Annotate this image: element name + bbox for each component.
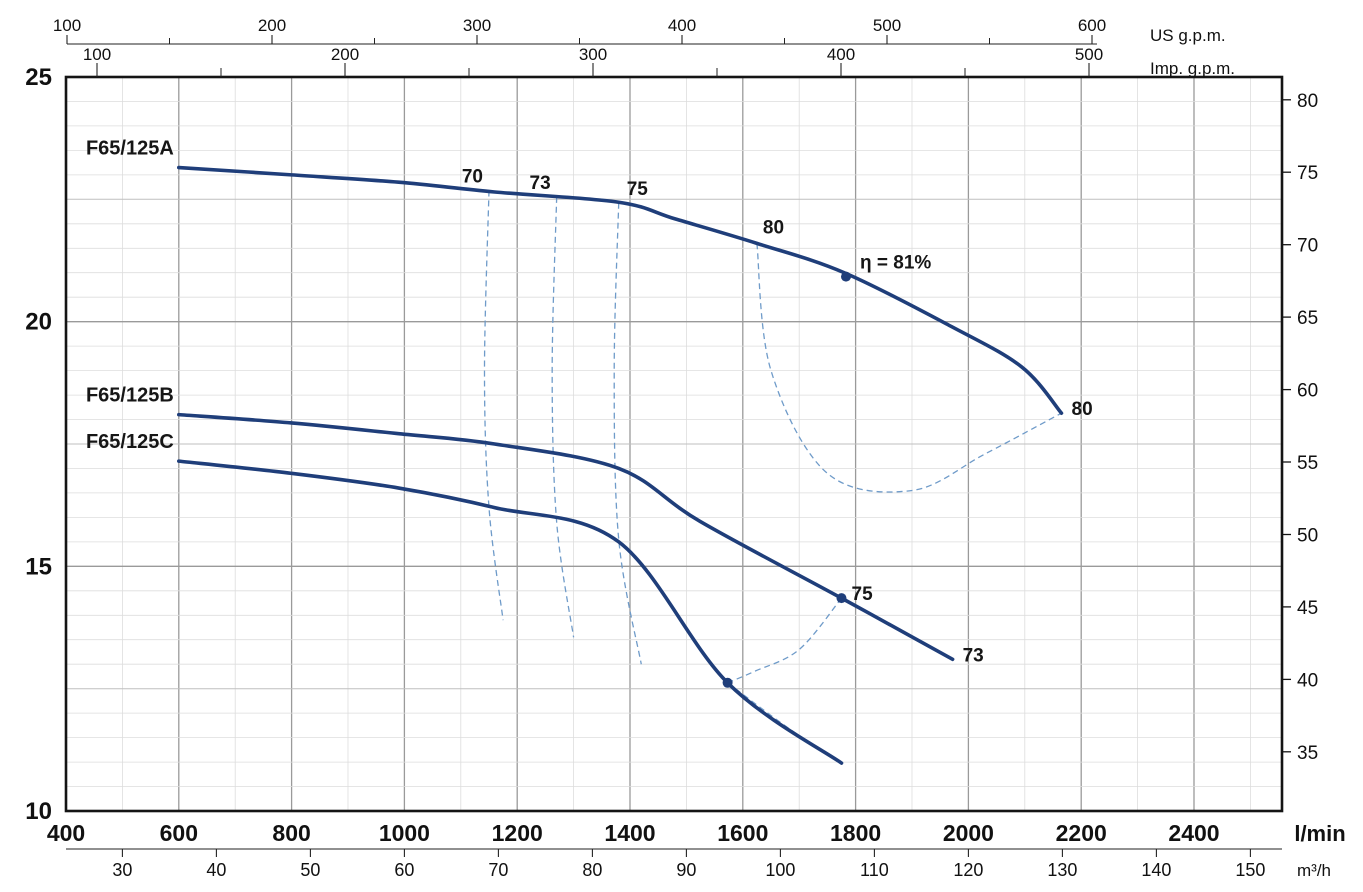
svg-text:73: 73 [963,645,984,666]
svg-text:110: 110 [860,860,889,880]
svg-text:130: 130 [1047,860,1077,880]
svg-text:1400: 1400 [604,820,655,846]
svg-text:F65/125A: F65/125A [86,137,174,159]
svg-text:200: 200 [331,45,359,64]
svg-text:1800: 1800 [830,820,881,846]
svg-text:75: 75 [1297,163,1318,184]
svg-text:70: 70 [1297,236,1318,257]
svg-text:2200: 2200 [1056,820,1107,846]
svg-text:120: 120 [953,860,983,880]
svg-text:l/min: l/min [1294,821,1345,846]
svg-text:20: 20 [25,309,52,336]
svg-text:600: 600 [1078,16,1106,35]
svg-text:600: 600 [160,820,198,846]
svg-text:10: 10 [25,798,52,825]
svg-text:80: 80 [763,217,784,238]
svg-text:m³/h: m³/h [1297,861,1331,880]
svg-text:300: 300 [463,16,491,35]
svg-text:50: 50 [300,860,320,880]
svg-text:80: 80 [582,860,602,880]
svg-text:200: 200 [258,16,286,35]
svg-text:35: 35 [1297,743,1318,764]
svg-text:40: 40 [206,860,226,880]
svg-text:75: 75 [852,584,874,605]
svg-text:80: 80 [1297,91,1318,112]
svg-text:50: 50 [1297,526,1318,547]
svg-text:1600: 1600 [717,820,768,846]
svg-text:100: 100 [765,860,795,880]
svg-text:80: 80 [1072,399,1093,420]
svg-text:55: 55 [1297,453,1318,474]
svg-text:F65/125C: F65/125C [86,431,174,453]
svg-text:70: 70 [488,860,508,880]
svg-text:2000: 2000 [943,820,994,846]
svg-text:500: 500 [873,16,901,35]
svg-text:90: 90 [676,860,696,880]
svg-text:800: 800 [272,820,310,846]
svg-text:140: 140 [1141,860,1171,880]
svg-text:60: 60 [1297,381,1318,402]
svg-text:400: 400 [827,45,855,64]
svg-text:25: 25 [25,64,52,91]
svg-text:1000: 1000 [379,820,430,846]
svg-text:40: 40 [1297,670,1318,691]
svg-text:300: 300 [579,45,607,64]
svg-text:400: 400 [668,16,696,35]
svg-text:30: 30 [112,860,132,880]
svg-text:45: 45 [1297,598,1318,619]
svg-text:2400: 2400 [1168,820,1219,846]
svg-text:100: 100 [53,16,81,35]
svg-text:500: 500 [1075,45,1103,64]
svg-text:100: 100 [83,45,111,64]
svg-text:70: 70 [462,167,483,188]
svg-text:Imp. g.p.m.: Imp. g.p.m. [1150,59,1235,78]
svg-text:75: 75 [627,179,649,200]
svg-text:η = 81%: η = 81% [860,253,931,274]
svg-text:15: 15 [25,553,52,580]
svg-text:65: 65 [1297,308,1318,329]
svg-text:US g.p.m.: US g.p.m. [1150,26,1226,45]
svg-text:F65/125B: F65/125B [86,384,174,406]
svg-text:1200: 1200 [492,820,543,846]
svg-text:73: 73 [530,173,551,194]
svg-text:60: 60 [394,860,414,880]
svg-text:150: 150 [1235,860,1265,880]
svg-text:400: 400 [47,820,85,846]
